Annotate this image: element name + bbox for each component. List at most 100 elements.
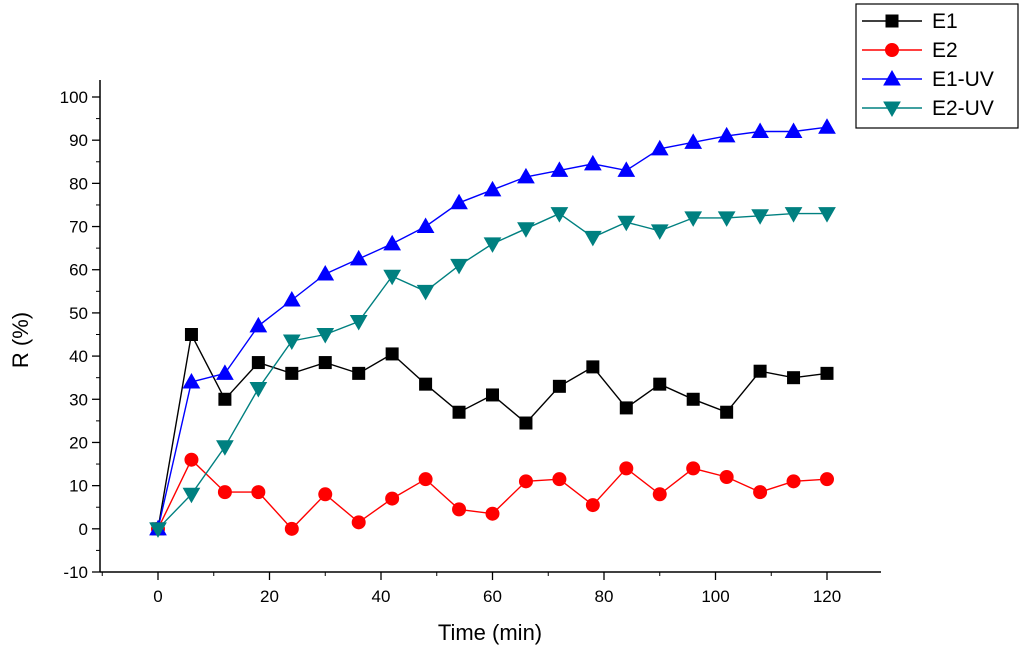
data-point-e1 xyxy=(720,405,734,419)
data-point-e1 xyxy=(452,405,466,419)
y-tick-label: 60 xyxy=(69,261,88,280)
data-point-e1-uv xyxy=(316,265,335,281)
data-point-e2-uv xyxy=(182,487,201,504)
data-point-e1 xyxy=(686,392,700,406)
data-point-e2 xyxy=(485,506,500,521)
data-point-e2-uv xyxy=(550,207,569,223)
x-tick-label: 40 xyxy=(372,587,391,606)
data-point-e1-uv xyxy=(383,234,402,251)
data-point-e1 xyxy=(251,356,265,370)
data-point-e1 xyxy=(519,416,533,430)
y-tick-label: 50 xyxy=(69,304,88,323)
data-point-e1 xyxy=(753,364,767,378)
data-point-e2 xyxy=(385,491,400,506)
y-tick-label: 0 xyxy=(79,520,88,539)
legend-marker xyxy=(885,14,899,28)
x-tick-label: 0 xyxy=(153,587,162,606)
series-e1 xyxy=(151,328,834,536)
series-e1-uv xyxy=(149,118,836,536)
data-point-e2 xyxy=(217,485,232,500)
data-point-e2-uv xyxy=(818,207,836,223)
data-point-e1 xyxy=(552,379,566,393)
data-point-e1 xyxy=(820,366,834,380)
data-point-e1-uv xyxy=(784,122,803,139)
y-tick-label: -10 xyxy=(63,563,88,582)
data-point-e2-uv xyxy=(216,440,234,456)
x-tick-label: 60 xyxy=(483,587,502,606)
data-point-e1-uv xyxy=(249,316,268,333)
legend-item-e1-uv: E1-UV xyxy=(862,68,994,91)
data-point-e1-uv xyxy=(517,167,535,184)
data-point-e1-uv xyxy=(583,154,602,171)
x-tick-label: 80 xyxy=(595,587,614,606)
y-tick-label: 100 xyxy=(60,88,88,107)
data-point-e2 xyxy=(753,485,768,500)
x-axis-title: Time (min) xyxy=(438,620,542,645)
data-point-e2 xyxy=(719,470,734,484)
data-point-e2 xyxy=(518,474,533,489)
data-point-e2-uv xyxy=(349,315,368,331)
data-point-e1 xyxy=(285,366,299,380)
legend-marker xyxy=(885,43,899,57)
y-axis-title: R (%) xyxy=(8,312,33,368)
x-ticks: 0 20 40 60 80 100 120 xyxy=(101,572,841,606)
y-ticks: -10 0 10 20 30 40 50 60 70 80 90 100 xyxy=(60,88,100,582)
x-tick-label: 20 xyxy=(260,587,279,606)
y-tick-label: 40 xyxy=(69,347,88,366)
data-point-e1 xyxy=(586,360,600,374)
data-point-e2-uv xyxy=(517,222,535,238)
y-tick-label: 80 xyxy=(69,174,88,193)
data-point-e1 xyxy=(486,388,499,402)
data-point-e2-uv xyxy=(684,211,703,227)
data-point-e1 xyxy=(653,377,667,391)
data-point-e1-uv xyxy=(717,126,736,143)
data-point-e2 xyxy=(318,487,333,502)
data-point-e1-uv xyxy=(650,139,669,156)
data-point-e2-uv xyxy=(617,215,636,232)
data-point-e2-uv xyxy=(483,237,502,253)
data-point-e2-uv xyxy=(416,284,435,301)
legend-item-e1: E1 xyxy=(862,10,958,33)
data-point-e2 xyxy=(786,474,801,489)
y-tick-label: 90 xyxy=(69,131,88,150)
data-point-e1-uv xyxy=(818,118,836,134)
data-point-e2-uv xyxy=(583,230,602,247)
data-point-e2-uv xyxy=(784,207,803,223)
series-layer xyxy=(149,118,836,538)
legend-marker xyxy=(883,101,901,118)
data-point-e1 xyxy=(419,377,433,391)
x-tick-label: 120 xyxy=(813,587,841,606)
data-point-e2-uv xyxy=(717,211,736,227)
data-point-e1-uv xyxy=(450,193,468,210)
legend-label: E1 xyxy=(932,10,958,33)
axes xyxy=(99,80,881,573)
data-point-e2 xyxy=(585,498,600,513)
data-point-e1-uv xyxy=(216,364,234,380)
data-point-e2 xyxy=(418,472,433,487)
legend: E1 E2 E1-UV E2-UV xyxy=(855,3,1019,129)
data-point-e2-uv xyxy=(650,224,669,240)
legend-item-e2: E2 xyxy=(862,39,958,62)
data-point-e2-uv xyxy=(249,381,268,398)
data-point-e1-uv xyxy=(349,249,368,266)
data-point-e1-uv xyxy=(617,161,636,177)
data-point-e2-uv xyxy=(316,328,335,344)
data-point-e2 xyxy=(452,502,467,517)
legend-label: E2-UV xyxy=(932,97,994,120)
data-point-e2-uv xyxy=(383,269,402,286)
data-point-e1 xyxy=(318,356,332,370)
data-point-e1 xyxy=(619,401,633,415)
y-tick-label: 20 xyxy=(69,433,88,452)
x-tick-label: 100 xyxy=(701,587,729,606)
data-point-e1 xyxy=(184,328,198,341)
data-point-e2-uv xyxy=(751,209,769,225)
data-point-e1-uv xyxy=(684,133,703,149)
data-point-e2 xyxy=(351,515,366,530)
data-point-e2 xyxy=(552,472,567,487)
data-point-e1-uv xyxy=(550,161,569,177)
y-tick-label: 10 xyxy=(69,477,88,496)
data-point-e1-uv xyxy=(182,372,201,389)
data-point-e2-uv xyxy=(450,258,468,275)
data-point-e1 xyxy=(385,347,399,361)
data-point-e2-uv xyxy=(282,334,301,350)
